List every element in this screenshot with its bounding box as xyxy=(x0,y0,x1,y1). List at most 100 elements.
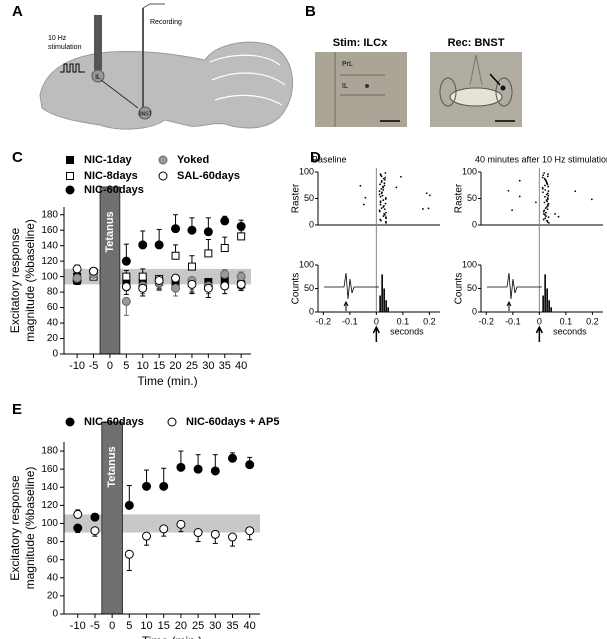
count-bar xyxy=(383,288,385,312)
raster-dot xyxy=(543,172,546,174)
count-bar xyxy=(385,300,387,312)
raster-dot xyxy=(359,184,362,187)
raster-dot xyxy=(380,192,383,195)
raster-dot xyxy=(383,182,386,185)
projection xyxy=(100,79,139,109)
raster-dot xyxy=(544,184,546,187)
raster-dot xyxy=(546,208,549,211)
raster-dot xyxy=(382,186,384,189)
raster-dot xyxy=(547,216,550,219)
data-point xyxy=(72,264,82,274)
data-point xyxy=(220,269,230,279)
x-tick-label: 10 xyxy=(137,360,149,372)
raster-dot xyxy=(544,207,547,210)
y-tick-label: 0 xyxy=(52,609,58,620)
raster-dot xyxy=(518,195,521,198)
data-point xyxy=(159,481,169,491)
x-tick-label: 0.2 xyxy=(423,316,436,326)
data-point xyxy=(220,281,230,291)
data-point xyxy=(124,549,134,559)
data-point xyxy=(220,216,230,226)
raster-dot xyxy=(546,198,549,200)
raster-dot xyxy=(544,195,546,198)
stim-label: 10 Hz xyxy=(48,35,67,42)
raster-dot xyxy=(545,215,547,217)
data-point xyxy=(73,509,83,519)
x-tick-label: 0 xyxy=(107,360,113,372)
data-point xyxy=(187,262,196,271)
raster-dot xyxy=(547,190,550,193)
raster-dot xyxy=(574,190,577,193)
y-tick-label: 80 xyxy=(47,287,59,298)
lesion-mark xyxy=(500,85,506,91)
recording-label: Recording xyxy=(150,19,182,26)
y-axis-title: Excitatory response xyxy=(8,227,22,333)
panel-label: B xyxy=(305,3,316,20)
raster-dot xyxy=(380,175,383,178)
raster-dot xyxy=(427,207,430,210)
x-tick-label: 20 xyxy=(169,360,181,372)
raster-dot xyxy=(544,211,547,214)
y-tick-label: 0 xyxy=(309,306,314,316)
site-label: BNST xyxy=(138,111,151,117)
raster-dot xyxy=(384,176,387,179)
data-point xyxy=(204,249,213,258)
raster-dot xyxy=(544,189,547,191)
y-tick-label: 120 xyxy=(41,500,58,511)
x-axis-title: seconds xyxy=(553,326,587,336)
raster-dot xyxy=(590,198,593,201)
count-bar xyxy=(544,274,546,312)
y-tick-label: 60 xyxy=(47,554,59,565)
raster-dot xyxy=(379,195,382,198)
y-tick-label: 100 xyxy=(462,166,477,176)
data-point xyxy=(210,529,220,539)
data-point xyxy=(245,460,255,470)
raster-dot xyxy=(379,201,382,204)
data-point xyxy=(237,232,246,241)
legend-label: NIC-1day xyxy=(84,154,133,166)
raster-dot xyxy=(383,208,386,211)
data-point xyxy=(90,526,100,536)
data-point xyxy=(176,519,186,529)
brain-schematic: 10 Hz stimulation Recording IL BNST xyxy=(39,3,294,130)
x-tick-label: 15 xyxy=(158,620,170,632)
legend-marker xyxy=(158,155,168,165)
raster-dot xyxy=(395,186,398,189)
y-tick-label: 40 xyxy=(47,318,59,329)
x-tick-label: -0.2 xyxy=(316,316,332,326)
raster-dot xyxy=(381,194,384,197)
lesion-mark xyxy=(365,84,369,88)
x-tick-label: 0 xyxy=(109,620,115,632)
x-tick-label: 30 xyxy=(202,360,214,372)
region-label: IL xyxy=(342,83,348,90)
raster-dot xyxy=(384,214,386,216)
y-tick-label: 50 xyxy=(467,193,477,203)
stim-waveform xyxy=(60,63,85,73)
raster-dot xyxy=(380,181,383,183)
cerebellum-folds xyxy=(209,54,286,106)
panel-label: A xyxy=(12,3,23,20)
x-tick-label: -0.1 xyxy=(342,316,358,326)
x-tick-label: 5 xyxy=(126,620,132,632)
raster-dot xyxy=(385,217,387,220)
legend-marker xyxy=(66,172,74,180)
data-point xyxy=(89,266,99,276)
data-point xyxy=(227,532,237,542)
x-tick-label: 40 xyxy=(235,360,247,372)
photo-title: Stim: ILCx xyxy=(333,37,388,49)
data-point xyxy=(138,283,148,293)
data-point xyxy=(236,279,246,289)
tetanus-label: Tetanus xyxy=(104,211,116,252)
x-tick-label: 15 xyxy=(153,360,165,372)
raster-dot xyxy=(547,194,550,197)
data-point xyxy=(176,462,186,472)
data-point xyxy=(159,524,169,534)
photo-title: Rec: BNST xyxy=(448,37,505,49)
x-axis-title: Time (min.) xyxy=(142,634,202,639)
x-tick-label: 0 xyxy=(374,316,379,326)
data-point xyxy=(121,296,131,306)
data-point xyxy=(245,526,255,536)
data-point xyxy=(122,272,131,281)
y-tick-label: 140 xyxy=(41,482,58,493)
raster-dot xyxy=(362,203,365,206)
